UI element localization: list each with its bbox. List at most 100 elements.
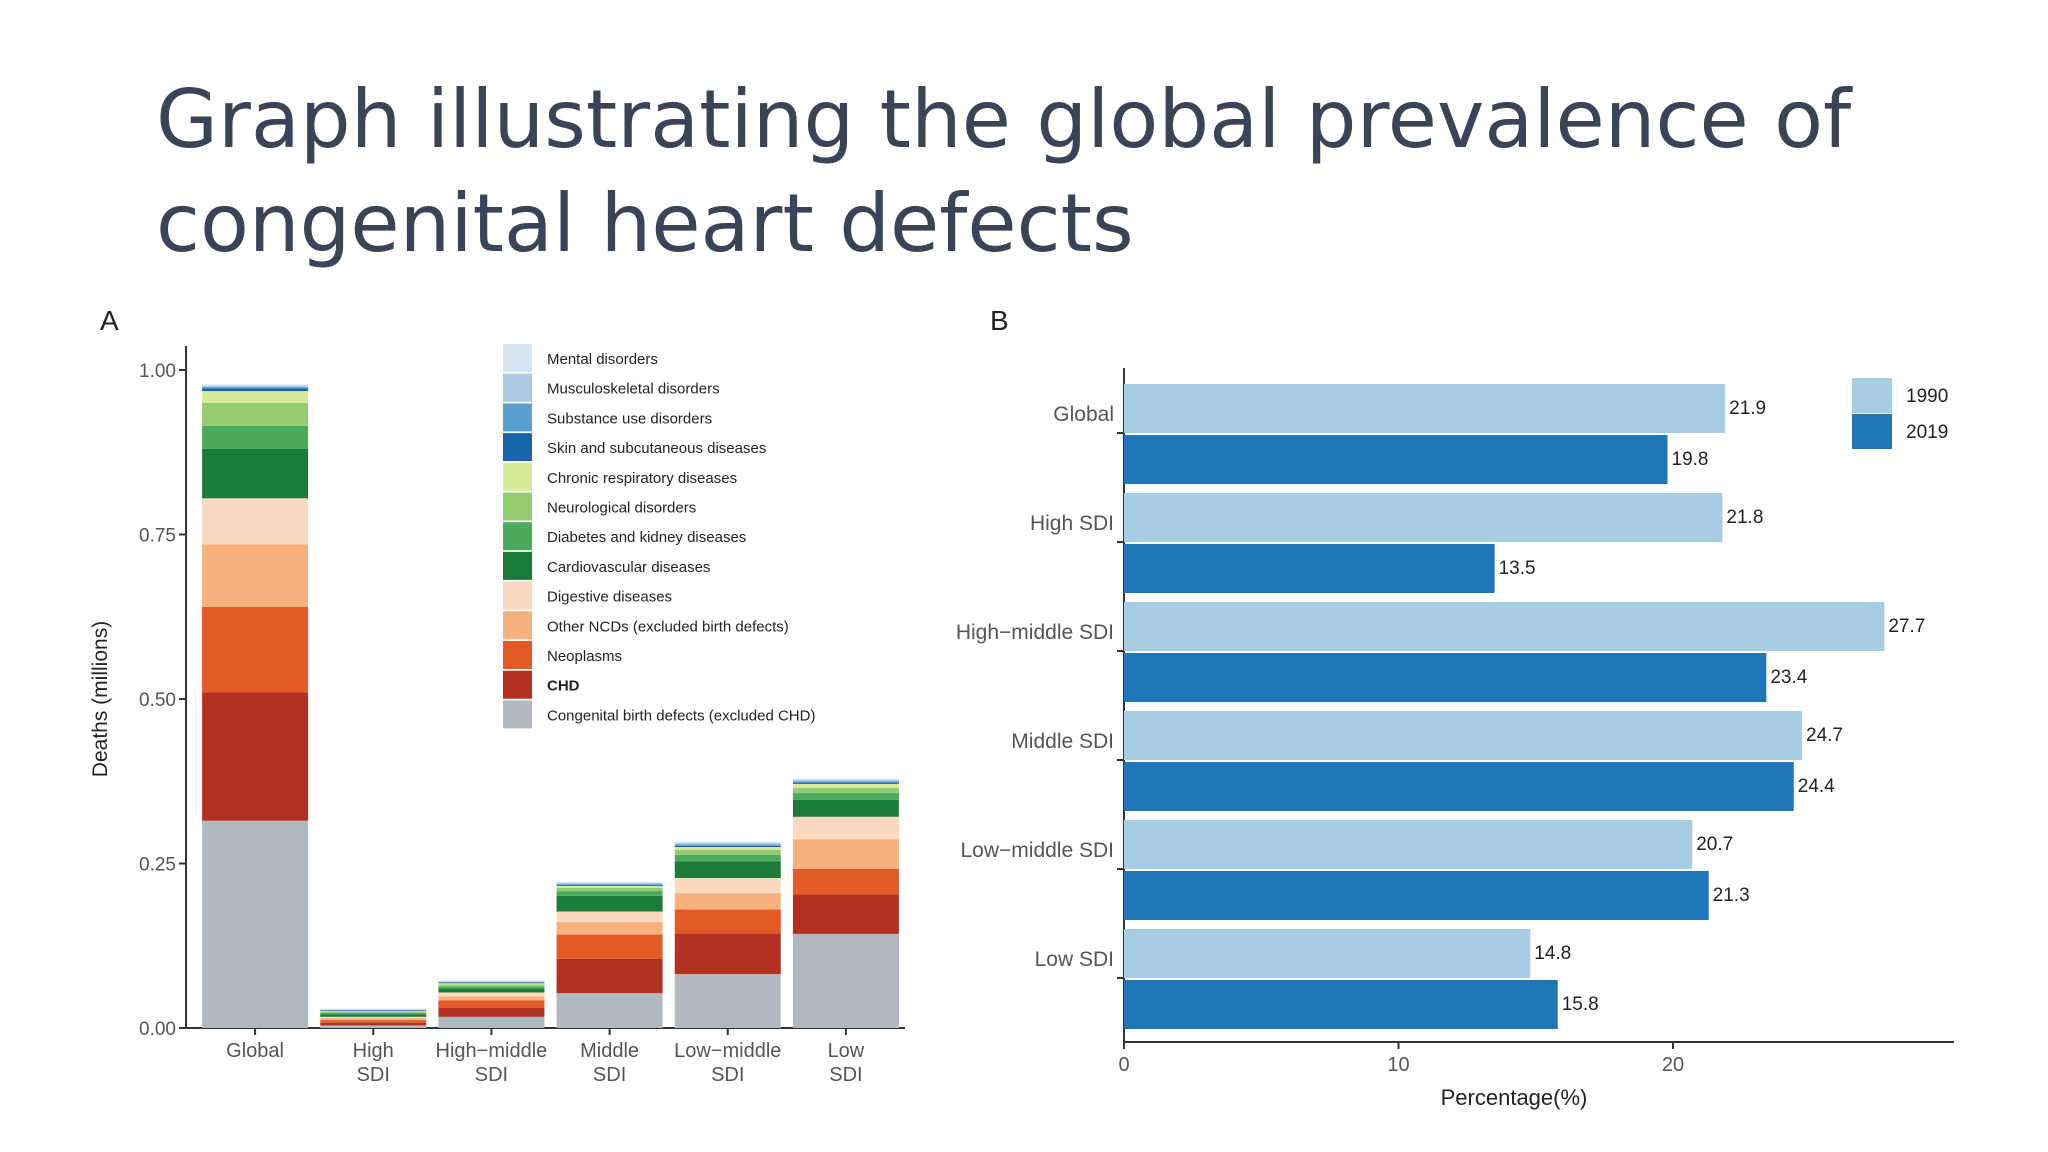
panel-a-bar-segment bbox=[792, 816, 899, 840]
panel-a-bar-segment bbox=[202, 391, 309, 403]
panel-a-bar-segment bbox=[202, 388, 309, 392]
panel-b-y-tick-label: Global bbox=[1053, 403, 1114, 426]
panel-a-legend-swatch bbox=[503, 700, 532, 729]
panel-b-bar bbox=[1124, 384, 1726, 433]
panel-a-legend-label: Congenital birth defects (excluded CHD) bbox=[547, 707, 815, 724]
panel-a-y-axis-title: Deaths (millions) bbox=[89, 621, 112, 777]
panel-a-bar-segment bbox=[674, 845, 781, 848]
panel-a-bar-segment bbox=[556, 958, 663, 994]
panel-b-legend-label: 2019 bbox=[1906, 422, 1948, 443]
panel-a-bar-segment bbox=[320, 1022, 427, 1026]
panel-a-y-tick-label: 0.75 bbox=[139, 526, 176, 547]
panel-a-legend-label: Diabetes and kidney diseases bbox=[547, 529, 746, 546]
panel-b-legend-swatch bbox=[1852, 378, 1892, 413]
panel-a-bar-segment bbox=[320, 1014, 427, 1017]
panel-b-bar bbox=[1124, 980, 1558, 1029]
panel-a-legend-label: Chronic respiratory diseases bbox=[547, 470, 737, 487]
panel-a-label: A bbox=[100, 305, 119, 336]
panel-a-bar-segment bbox=[556, 922, 663, 935]
panel-a-bar-segment bbox=[202, 498, 309, 545]
panel-a-bar-segment bbox=[556, 882, 663, 884]
panel-a-bar-segment bbox=[556, 883, 663, 885]
panel-b-y-tick-label: Middle SDI bbox=[1011, 730, 1114, 753]
panel-a-bar-segment bbox=[320, 1016, 427, 1019]
panel-a-bar-segment bbox=[438, 981, 545, 982]
panel-a-bar-segment bbox=[320, 1010, 427, 1012]
panel-a-bar-segment bbox=[674, 893, 781, 910]
panel-a-y-tick-label: 1.00 bbox=[139, 361, 176, 382]
panel-a-bar-segment bbox=[674, 847, 781, 850]
slide-title-line-2: congenital heart defects bbox=[156, 177, 1134, 270]
panel-a-bar-segment bbox=[438, 992, 545, 997]
panel-a-bar-segment bbox=[792, 783, 899, 788]
panel-a-bar-segment bbox=[674, 909, 781, 934]
panel-a-bar-segment bbox=[438, 981, 545, 983]
panel-a-y-tick-label: 0.00 bbox=[139, 1019, 176, 1040]
panel-a-y-tick-label: 0.25 bbox=[139, 855, 176, 876]
panel-b-data-label: 13.5 bbox=[1499, 558, 1536, 579]
panel-a-bar-segment bbox=[320, 1012, 427, 1015]
panel-a-legend-swatch bbox=[503, 403, 532, 432]
panel-b-x-axis-title: Percentage(%) bbox=[1441, 1085, 1588, 1110]
panel-b-data-label: 24.4 bbox=[1798, 776, 1835, 797]
panel-b-label: B bbox=[990, 305, 1009, 336]
panel-a-bar-segment bbox=[202, 544, 309, 607]
panel-a-bar-segment bbox=[438, 1016, 545, 1028]
panel-a-bar-segment bbox=[438, 986, 545, 989]
panel-b-y-tick-label: High SDI bbox=[1030, 512, 1114, 535]
panel-a-bar-segment bbox=[438, 1000, 545, 1008]
panel-a-y-tick-label: 0.50 bbox=[139, 690, 176, 711]
panel-b-y-tick-label: High−middle SDI bbox=[956, 621, 1114, 644]
panel-a-legend-label: Skin and subcutaneous diseases bbox=[547, 440, 766, 457]
panel-a-bar-segment bbox=[674, 844, 781, 846]
panel-b-data-label: 21.9 bbox=[1729, 398, 1766, 419]
panel-a-x-tick-label: Low−middle bbox=[674, 1040, 781, 1062]
panel-b-data-label: 20.7 bbox=[1696, 834, 1733, 855]
panel-b-x-tick-label: 10 bbox=[1387, 1054, 1409, 1076]
panel-a-bar-segment bbox=[438, 980, 545, 982]
panel-a-bar-segment bbox=[202, 387, 309, 389]
panel-a-bar-segment bbox=[792, 894, 899, 934]
panel-b-bar bbox=[1124, 820, 1693, 869]
panel-b-bar bbox=[1124, 653, 1767, 702]
panel-b-data-label: 21.8 bbox=[1726, 507, 1763, 528]
panel-b-legend-label: 1990 bbox=[1906, 386, 1948, 407]
panel-a-bar-segment bbox=[202, 692, 309, 821]
panel-b-data-label: 23.4 bbox=[1770, 667, 1807, 688]
panel-a-bar-segment bbox=[792, 868, 899, 895]
panel-a-bar-segment bbox=[556, 891, 663, 896]
panel-a-legend: Mental disorders Musculoskeletal disorder… bbox=[503, 344, 815, 729]
panel-a-legend-swatch bbox=[503, 492, 532, 521]
panel-a-legend-swatch bbox=[503, 581, 532, 610]
panel-a-bar-segment bbox=[674, 877, 781, 894]
panel-b-bar bbox=[1124, 711, 1803, 760]
slide-title-line-1: Graph illustrating the global prevalence… bbox=[156, 73, 1852, 166]
panel-b-data-label: 27.7 bbox=[1888, 616, 1925, 637]
panel-a-bar-segment bbox=[792, 799, 899, 817]
panel-a-bar-segment bbox=[320, 1011, 427, 1013]
panel-a-legend-swatch bbox=[503, 551, 532, 580]
panel-a-bar-segment bbox=[438, 1007, 545, 1017]
panel-a-bar-segment bbox=[202, 425, 309, 449]
panel-a-legend-label: Neurological disorders bbox=[547, 500, 696, 517]
panel-a-legend-swatch bbox=[503, 433, 532, 462]
panel-a-bar-segment bbox=[674, 974, 781, 1028]
panel-a-legend-swatch bbox=[503, 611, 532, 640]
panel-a-bar-segment bbox=[792, 779, 899, 782]
panel-b-data-label: 14.8 bbox=[1534, 943, 1571, 964]
panel-a-x-tick-label: High−middle bbox=[436, 1040, 548, 1062]
panel-a-bar-segment bbox=[792, 933, 899, 1028]
panel-a-bar-segment bbox=[556, 885, 663, 888]
panel-a-legend-swatch bbox=[503, 373, 532, 402]
panel-a-bar-segment bbox=[792, 782, 899, 784]
panel-a-bar-segment bbox=[202, 448, 309, 499]
panel-a: A 0.00 0.25 0.50 0.75 1.00 Deaths (millions) Gl… bbox=[89, 305, 905, 1086]
panel-a-bar-segment bbox=[792, 787, 899, 794]
panel-a-x-tick-label: Low bbox=[828, 1040, 865, 1062]
panel-a-bar-segment bbox=[202, 402, 309, 426]
panel-a-x-tick-label: Global bbox=[226, 1040, 284, 1062]
panel-a-legend-label: Musculoskeletal disorders bbox=[547, 381, 720, 398]
panel-a-x-tick-label: SDI bbox=[357, 1064, 390, 1086]
panel-b-legend: 1990 2019 bbox=[1852, 378, 1948, 449]
panel-a-bar-segment bbox=[674, 843, 781, 845]
